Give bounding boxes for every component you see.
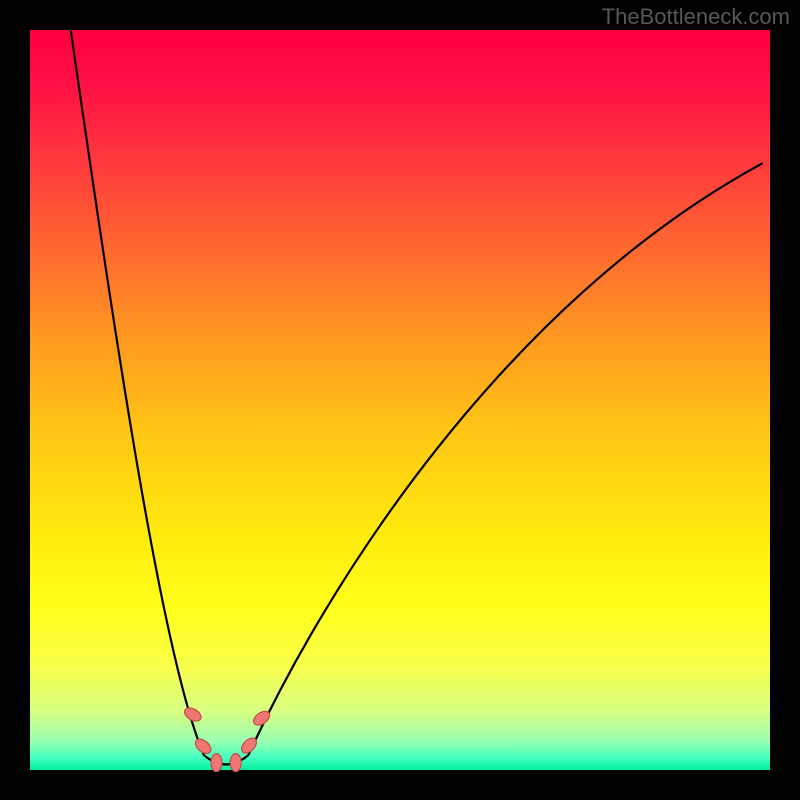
curve-marker	[211, 754, 222, 772]
watermark-text: TheBottleneck.com	[602, 4, 790, 30]
curve-marker	[230, 754, 241, 772]
gradient-background	[30, 30, 770, 770]
bottleneck-chart	[0, 0, 800, 800]
